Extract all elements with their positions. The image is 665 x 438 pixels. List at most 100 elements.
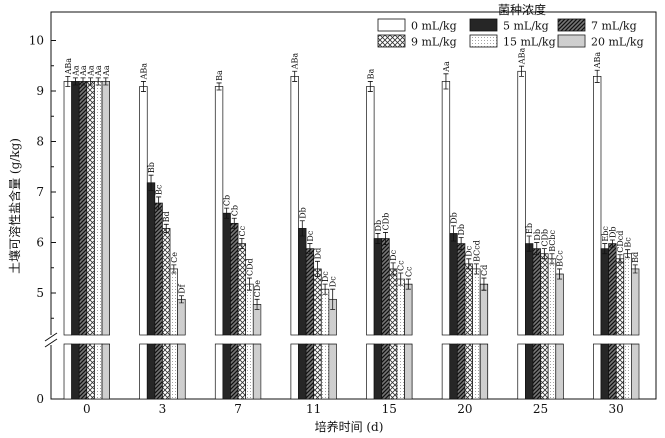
y-tick-label: 9 [36,84,44,98]
significance-label: Db [450,212,459,224]
bar-lower-segment [472,343,481,400]
bar-lower-segment [555,343,564,400]
significance-label: Db [374,220,383,232]
bar [608,243,617,336]
error-bar [458,237,464,251]
bar-lower-segment [388,343,398,400]
significance-label: Bc [624,237,633,248]
bar-lower-segment [71,343,80,400]
error-bar [171,264,177,274]
bar [86,81,95,336]
significance-label: Aa [79,65,88,77]
significance-label: Cb [223,195,232,206]
bar [464,263,473,336]
bar-lower-segment [540,343,549,400]
bar [320,288,330,336]
bar [631,268,640,336]
error-bar [617,254,623,264]
bar-lower-segment [222,343,231,400]
significance-label: Dc [321,271,330,282]
significance-label: Ce [170,252,179,263]
significance-label: BCbc [548,229,557,251]
bar-lower-segment [177,343,186,400]
bar [525,243,534,336]
bar [532,248,541,336]
bar-lower-segment [623,343,632,400]
error-bar [140,81,146,92]
bar-lower-segment [328,343,337,400]
significance-label: Cc [404,266,413,277]
bar-lower-segment [290,343,299,400]
bar [214,86,224,336]
bar-lower-segment [214,343,224,400]
error-bar [602,243,608,255]
significance-label: CDcd [616,231,625,253]
error-bar [609,239,615,248]
bar [373,238,383,336]
significance-label: Ba [366,69,375,80]
legend-swatch [557,18,586,32]
error-bar [80,77,86,86]
error-bar [451,225,457,242]
bar-lower-segment [608,343,617,400]
bar-lower-segment [593,343,602,400]
bar [146,182,156,336]
x-tick-label: 7 [234,402,242,416]
bar-lower-segment [320,343,330,400]
bar [237,243,247,336]
bar-lower-segment [245,343,254,400]
significance-label: Dc [306,230,315,241]
bar [404,283,413,336]
error-bar [231,217,237,229]
error-bar [246,277,252,291]
bar-lower-segment [313,343,322,400]
bar [449,233,458,336]
x-tick-label: 15 [382,402,397,416]
bar-lower-segment [139,343,148,400]
bar [615,258,625,336]
legend-entry: 15 mL/kg [503,36,556,49]
x-tick-label: 3 [159,402,167,416]
significance-label: Dc [465,245,474,256]
significance-label: Cc [238,225,247,236]
legend-title: 菌种浓度 [498,2,546,17]
bar-lower-segment [464,343,473,400]
bar [298,228,307,336]
error-bar [473,263,479,275]
significance-label: Db [533,229,542,241]
significance-label: BCc [556,250,565,267]
bar [547,258,557,336]
error-bar [594,69,600,83]
bar [177,298,186,336]
bar [78,81,88,336]
error-bar [148,174,154,191]
error-bar [443,73,449,90]
y-axis-label: 土壤可溶性盐含量 (g/kg) [7,138,22,274]
y-tick-label: 8 [36,135,44,149]
bar-lower-segment [615,343,625,400]
significance-label: Cd [480,265,489,276]
bar-lower-segment [479,343,489,400]
bar [222,212,231,336]
error-bar [625,249,631,259]
legend-swatch [377,18,406,32]
bar [540,253,549,336]
error-bar [383,232,389,245]
bar-lower-segment [252,343,262,400]
legend-entry: 20 mL/kg [591,36,644,49]
bar [162,228,171,336]
error-bar [390,262,396,276]
significance-label: Bd [162,211,171,222]
plot-frame [50,11,657,400]
error-bar [367,81,373,92]
significance-label: CDb [540,229,549,247]
significance-label: BCcd [472,240,481,262]
error-bar [375,233,381,244]
error-bar [526,235,532,252]
bar-lower-segment [525,343,534,400]
bar-lower-segment [237,343,247,400]
significance-label: Db [457,224,466,236]
significance-label: Df [177,283,186,293]
error-bar [541,248,547,260]
